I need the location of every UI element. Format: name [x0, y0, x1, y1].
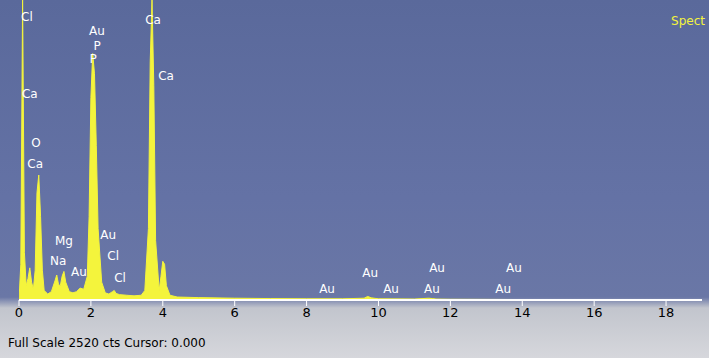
svg-text:Au: Au: [71, 265, 87, 279]
svg-text:Au: Au: [362, 266, 378, 280]
svg-text:Mg: Mg: [55, 234, 73, 248]
html-text:Full Scale 2520 cts Cursor: 0.: Full Scale 2520 cts Cursor: 0.000: [8, 336, 206, 350]
svg-text:Au: Au: [424, 282, 440, 296]
svg-text:Au: Au: [506, 261, 522, 275]
svg-text:Au: Au: [383, 282, 399, 296]
svg-text:Cl: Cl: [107, 249, 119, 263]
svg-text:P: P: [93, 39, 100, 53]
svg-text:14: 14: [514, 305, 531, 320]
svg-text:Ca: Ca: [158, 69, 174, 83]
svg-text:Au: Au: [100, 228, 116, 242]
svg-text:Au: Au: [429, 261, 445, 275]
svg-text:10: 10: [370, 305, 387, 320]
svg-text:Ca: Ca: [22, 87, 38, 101]
svg-text:6: 6: [231, 305, 239, 320]
svg-text:Au: Au: [495, 282, 511, 296]
svg-text:2: 2: [87, 305, 95, 320]
svg-text:Ca: Ca: [145, 13, 161, 27]
svg-text:P: P: [89, 52, 96, 66]
svg-text:0: 0: [15, 305, 23, 320]
svg-text:Au: Au: [89, 24, 105, 38]
svg-text:Cl: Cl: [114, 271, 126, 285]
svg-text:16: 16: [586, 305, 603, 320]
svg-text:12: 12: [442, 305, 459, 320]
svg-text:O: O: [31, 136, 40, 150]
svg-text:Na: Na: [50, 254, 66, 268]
svg-text:8: 8: [302, 305, 310, 320]
svg-text:4: 4: [159, 305, 167, 320]
svg-text:18: 18: [658, 305, 675, 320]
html-text:Spect: Spect: [671, 14, 705, 28]
svg-text:Au: Au: [319, 282, 335, 296]
svg-text:Ca: Ca: [27, 157, 43, 171]
svg-text:Cl: Cl: [21, 10, 33, 24]
